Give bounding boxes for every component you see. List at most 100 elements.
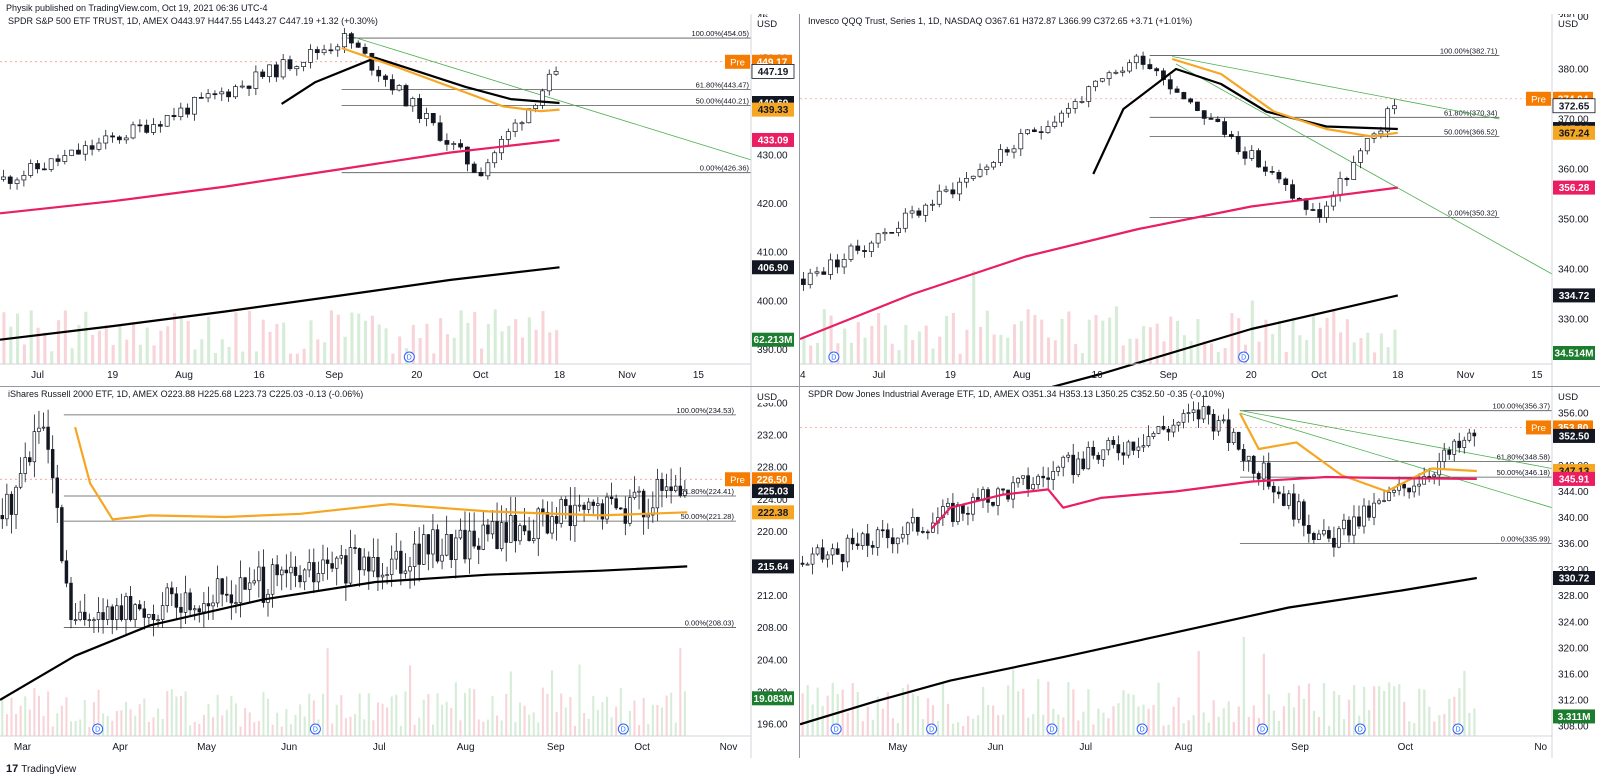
chart-qqq[interactable]: Invesco QQQ Trust, Series 1, 1D, NASDAQ … [800, 14, 1600, 386]
pane-divider-horizontal[interactable] [0, 386, 1600, 387]
currency-label: USD [1558, 19, 1578, 30]
volume-bar [253, 722, 256, 736]
volume-bar [1167, 724, 1170, 736]
y-axis[interactable]: 330.00340.00350.00360.00370.00380.00390.… [1551, 14, 1589, 386]
dividend-marker-icon[interactable]: D [1046, 723, 1058, 735]
candle [205, 93, 211, 99]
candle [518, 525, 522, 542]
dividend-marker-icon[interactable]: D [309, 723, 321, 735]
dividend-marker-icon[interactable]: D [92, 723, 104, 735]
chart-spy[interactable]: SPDR S&P 500 ETF TRUST, 1D, AMEX O443.97… [0, 14, 799, 386]
y-tick-label: 330.00 [1558, 315, 1589, 326]
volume-bar [193, 721, 196, 736]
candle [632, 491, 637, 498]
candle [1249, 150, 1255, 159]
y-tick-label: 430.00 [757, 150, 788, 161]
volume-bar [1262, 653, 1265, 736]
volume-bar [1026, 309, 1030, 364]
dividend-marker-icon[interactable]: D [403, 351, 415, 363]
svg-text:D: D [834, 727, 839, 734]
candle [596, 503, 600, 506]
volume-bar [829, 315, 833, 364]
volume-bar [578, 664, 581, 736]
volume-bar [527, 317, 531, 364]
candle [820, 547, 825, 560]
candle [1101, 449, 1106, 460]
candle [1099, 78, 1105, 82]
candle [505, 131, 511, 140]
candle [591, 501, 595, 506]
volume-bar [482, 721, 485, 736]
chart-iwm[interactable]: iShares Russell 2000 ETF, 1D, AMEX O223.… [0, 387, 799, 758]
candle [142, 608, 147, 618]
volume-bar [1222, 708, 1225, 736]
volume-bar [1196, 319, 1200, 364]
volume-bar [418, 717, 421, 736]
volume-bar [234, 703, 237, 736]
candle [1181, 92, 1187, 100]
volume-bar [615, 706, 618, 736]
dividend-marker-icon[interactable]: D [830, 723, 842, 735]
volume-bar [452, 337, 456, 364]
volume-bar [979, 326, 983, 364]
candle [464, 146, 470, 165]
candle [151, 613, 156, 621]
volume-bar [518, 702, 522, 736]
candle [23, 457, 27, 474]
y-tick-label: 360.00 [1558, 165, 1589, 176]
candle [1231, 431, 1236, 444]
volume-bar [24, 696, 27, 736]
candle [1046, 477, 1051, 480]
candle [1269, 171, 1275, 173]
dividend-marker-icon[interactable]: D [1354, 723, 1366, 735]
candle [1402, 483, 1406, 489]
volume-bar [1114, 306, 1118, 364]
chart-dia[interactable]: SPDR Dow Jones Industrial Average ETF, 1… [800, 387, 1600, 758]
dividend-marker-icon[interactable]: D [617, 723, 629, 735]
candle [956, 504, 960, 522]
candle [344, 555, 348, 584]
volume-bar [1311, 313, 1315, 364]
volume-bar [1373, 352, 1377, 364]
volume-bars [802, 270, 1397, 364]
volume-bar [60, 705, 63, 736]
candle [1377, 500, 1381, 504]
candle [9, 493, 14, 515]
volume-bar [1443, 713, 1446, 736]
volume-bar [349, 716, 352, 736]
candle [1211, 413, 1216, 432]
volume-bar [1223, 348, 1227, 364]
volume-bar [981, 686, 985, 736]
candles [1, 28, 559, 190]
candle [1041, 475, 1046, 479]
volume-bar [660, 707, 664, 736]
candle [284, 569, 289, 574]
candle [905, 522, 910, 535]
volume-bar [331, 723, 334, 736]
volume-bar [1373, 686, 1376, 736]
candle [275, 564, 279, 576]
dividend-marker-icon[interactable]: D [1256, 723, 1268, 735]
y-tick-label: 332.00 [1558, 565, 1589, 576]
dividend-marker-icon[interactable]: D [1238, 351, 1250, 363]
candle [239, 85, 245, 88]
candle [119, 605, 124, 621]
dividend-marker-icon[interactable]: D [1136, 723, 1148, 735]
dividend-marker-icon[interactable]: D [828, 351, 840, 363]
volume-bar [432, 353, 436, 364]
candle [243, 577, 247, 590]
volume-bar [77, 324, 81, 364]
volume-bar [633, 700, 636, 736]
volume-bar [10, 697, 13, 736]
candle [1079, 101, 1085, 103]
volume-bar [1272, 710, 1276, 736]
volume-bar [459, 720, 462, 736]
candle [69, 149, 75, 156]
volume-bar [555, 330, 559, 364]
candle [815, 547, 820, 555]
volume-bar [118, 325, 122, 364]
trendline [1175, 63, 1553, 275]
x-tick-label: 16 [254, 370, 266, 381]
dividend-marker-icon[interactable]: D [1452, 723, 1464, 735]
dividend-marker-icon[interactable]: D [926, 723, 938, 735]
